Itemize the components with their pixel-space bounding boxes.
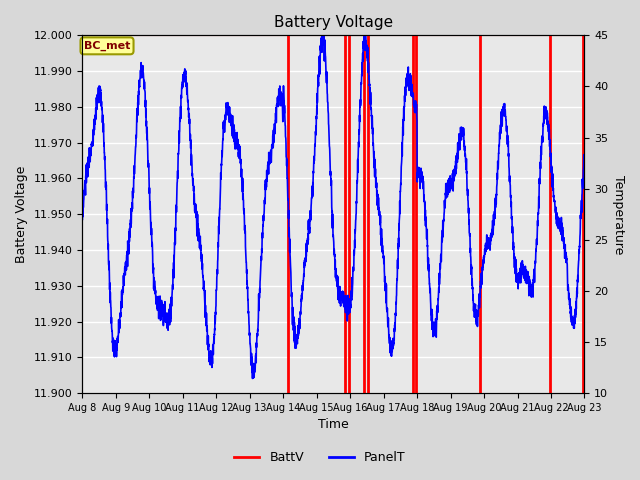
Title: Battery Voltage: Battery Voltage [274, 15, 393, 30]
Y-axis label: Battery Voltage: Battery Voltage [15, 166, 28, 263]
Text: BC_met: BC_met [84, 41, 130, 51]
X-axis label: Time: Time [318, 419, 349, 432]
Legend: BattV, PanelT: BattV, PanelT [229, 446, 411, 469]
Y-axis label: Temperature: Temperature [612, 175, 625, 254]
